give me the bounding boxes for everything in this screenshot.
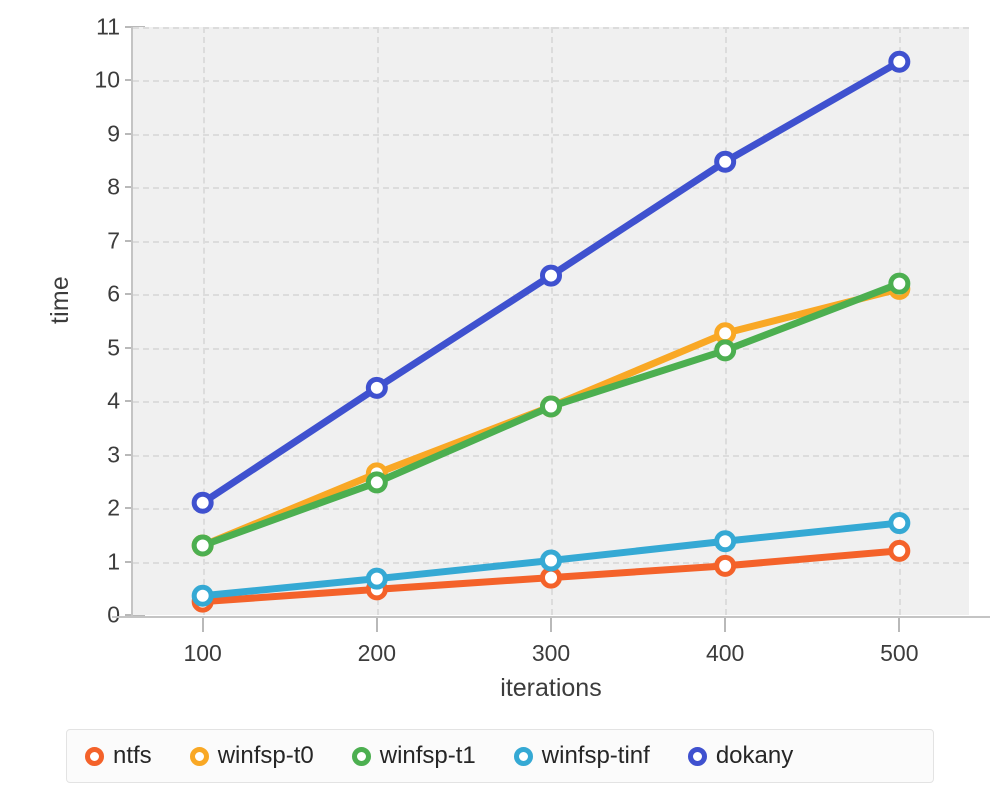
- x-tick-mark: [201, 618, 204, 632]
- plot-area: [133, 27, 969, 615]
- data-point-marker: [888, 512, 911, 535]
- x-tick-mark: [375, 618, 378, 632]
- data-point-marker: [365, 376, 388, 399]
- vertical-gridline: [202, 27, 205, 615]
- data-point-marker: [540, 566, 562, 589]
- legend-item-winfsp-t1[interactable]: winfsp-t1: [351, 742, 476, 770]
- vertical-gridline: [376, 27, 379, 615]
- series-dokany: [191, 50, 911, 514]
- data-point-marker: [365, 471, 388, 494]
- series-winfsp-t1: [191, 272, 911, 557]
- x-tick-label: 200: [357, 640, 397, 666]
- y-tick-label: 7: [107, 227, 120, 254]
- data-point-marker: [888, 272, 911, 295]
- data-point-marker: [888, 50, 911, 73]
- legend-marker-icon: [687, 746, 707, 766]
- x-tick-label: 100: [183, 640, 222, 666]
- legend-item-label: ntfs: [113, 742, 152, 769]
- y-tick-label: 4: [107, 387, 120, 414]
- data-point-marker: [714, 339, 737, 362]
- y-tick-label: 1: [107, 548, 120, 575]
- legend-item-label: winfsp-tinf: [541, 742, 650, 769]
- series-winfsp-tinf: [191, 512, 911, 607]
- x-tick-mark: [550, 618, 552, 632]
- x-tick-label: 400: [705, 640, 745, 666]
- legend-item-winfsp-tinf[interactable]: winfsp-tinf: [513, 742, 650, 770]
- vertical-gridline: [551, 27, 553, 615]
- vertical-gridline: [899, 27, 902, 615]
- y-tick-label: 8: [107, 173, 120, 200]
- legend-marker-icon: [85, 746, 104, 766]
- legend-marker-icon: [189, 746, 209, 766]
- data-point-marker: [714, 322, 737, 345]
- data-point-marker: [365, 567, 388, 590]
- y-tick-label: 3: [107, 441, 120, 468]
- legend-item-label: dokany: [715, 742, 794, 769]
- legend-marker-icon: [351, 746, 371, 766]
- data-point-marker: [191, 534, 214, 557]
- data-point-marker: [714, 150, 737, 173]
- data-point-marker: [191, 584, 214, 607]
- data-point-marker: [191, 491, 214, 514]
- y-tick-mark: [125, 614, 145, 616]
- x-axis-ticks: [133, 618, 969, 632]
- data-point-marker: [714, 554, 737, 577]
- y-tick-label: 9: [107, 120, 120, 147]
- legend-marker-icon: [513, 746, 533, 766]
- x-tick-mark: [724, 618, 727, 632]
- y-tick-label: 10: [94, 66, 120, 93]
- legend-item-label: winfsp-t0: [217, 742, 314, 769]
- x-tick-mark: [898, 618, 901, 632]
- legend-item-winfsp-t0[interactable]: winfsp-t0: [189, 742, 314, 770]
- data-point-marker: [540, 264, 562, 287]
- y-axis-tick-labels: 0 1 2 3 4 5 6 7 8 9 10 11: [66, 14, 120, 628]
- legend-item-ntfs[interactable]: ntfs: [85, 742, 152, 770]
- y-axis-spine: [131, 27, 133, 616]
- legend: ntfs winfsp-t0 winfsp-t1 winfsp-tinf dokany: [66, 729, 934, 783]
- vertical-gridline: [725, 27, 728, 615]
- series-layer: [191, 50, 911, 613]
- data-point-marker: [714, 530, 737, 553]
- y-tick-label: 6: [107, 280, 120, 307]
- legend-item-label: winfsp-t1: [379, 742, 476, 769]
- data-point-marker: [888, 539, 911, 562]
- legend-item-dokany[interactable]: dokany: [687, 742, 794, 770]
- x-axis-title: iterations: [500, 674, 602, 702]
- x-axis-tick-labels: 100 200 300 400 500: [133, 640, 969, 674]
- y-tick-label: 0: [107, 601, 120, 628]
- data-point-marker: [540, 549, 562, 572]
- y-tick-label: 2: [107, 494, 120, 521]
- x-tick-label: 500: [880, 640, 919, 666]
- x-axis-spine: [112, 616, 990, 618]
- y-tick-label: 11: [96, 13, 120, 40]
- y-tick-label: 5: [107, 334, 120, 361]
- data-point-marker: [540, 395, 562, 418]
- x-tick-label: 300: [531, 640, 571, 666]
